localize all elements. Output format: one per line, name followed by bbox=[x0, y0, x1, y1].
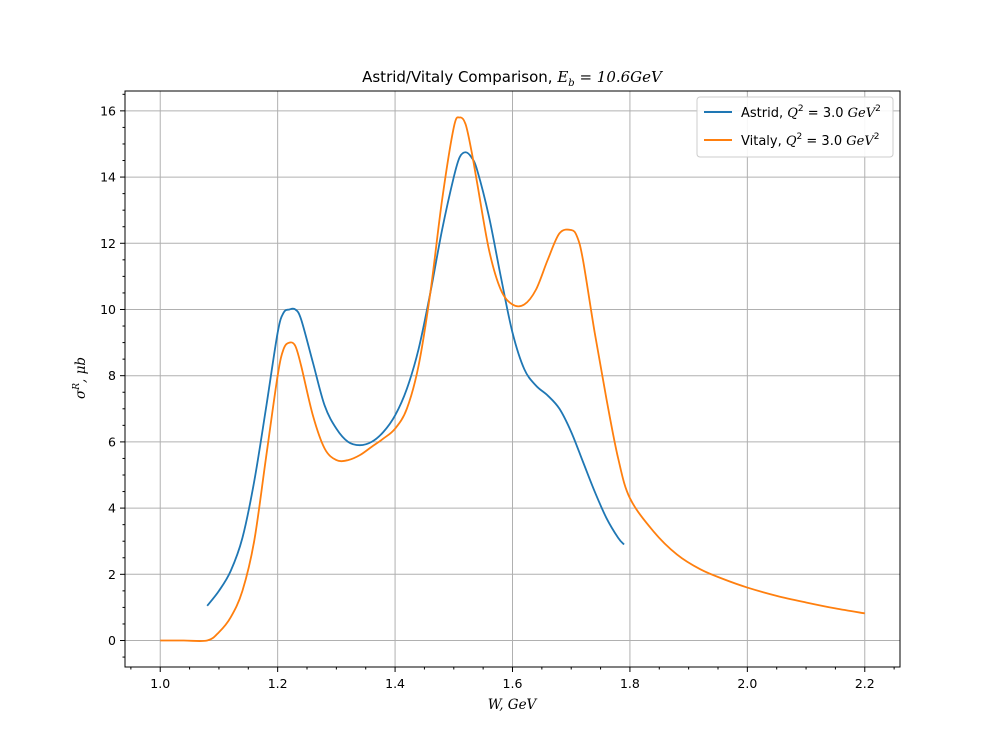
x-tick-label: 1.8 bbox=[620, 676, 640, 691]
series-line-vitaly bbox=[160, 116, 865, 643]
y-tick-label: 2 bbox=[108, 567, 116, 582]
x-tick-label: 1.4 bbox=[385, 676, 405, 691]
y-tick-label: 8 bbox=[108, 368, 116, 383]
legend-label-astrid: Astrid, Q2 = 3.0 GeV2 bbox=[741, 104, 881, 121]
y-tick-label: 14 bbox=[100, 170, 116, 185]
grid-lines bbox=[125, 91, 900, 667]
x-tick-label: 2.2 bbox=[855, 676, 875, 691]
legend-label-vitaly: Vitaly, Q2 = 3.0 GeV2 bbox=[741, 132, 879, 149]
x-tick-label: 1.2 bbox=[268, 676, 288, 691]
y-axis-label: σR, μb bbox=[72, 357, 89, 399]
x-axis-ticks: 1.0 1.2 1.4 1.6 1.8 2.0 2.2 bbox=[130, 667, 895, 691]
x-tick-label: 1.6 bbox=[503, 676, 523, 691]
legend: Astrid, Q2 = 3.0 GeV2 Vitaly, Q2 = 3.0 G… bbox=[696, 96, 894, 158]
x-tick-label: 1.0 bbox=[150, 676, 170, 691]
y-tick-label: 12 bbox=[100, 236, 116, 251]
y-tick-label: 0 bbox=[108, 633, 116, 648]
chart-title: Astrid/Vitaly Comparison, Eb = 10.6GeV bbox=[362, 68, 664, 89]
x-tick-label: 2.0 bbox=[737, 676, 757, 691]
series-line-astrid bbox=[206, 151, 625, 607]
y-tick-label: 4 bbox=[108, 501, 116, 516]
y-tick-label: 10 bbox=[100, 302, 116, 317]
legend-box bbox=[696, 96, 894, 158]
y-tick-label: 6 bbox=[108, 434, 116, 449]
series-layer bbox=[160, 116, 865, 643]
y-tick-label: 16 bbox=[100, 103, 116, 118]
y-axis-ticks: 0 2 4 6 8 10 12 14 16 bbox=[100, 93, 125, 658]
x-axis-label: W, GeV bbox=[488, 697, 538, 713]
